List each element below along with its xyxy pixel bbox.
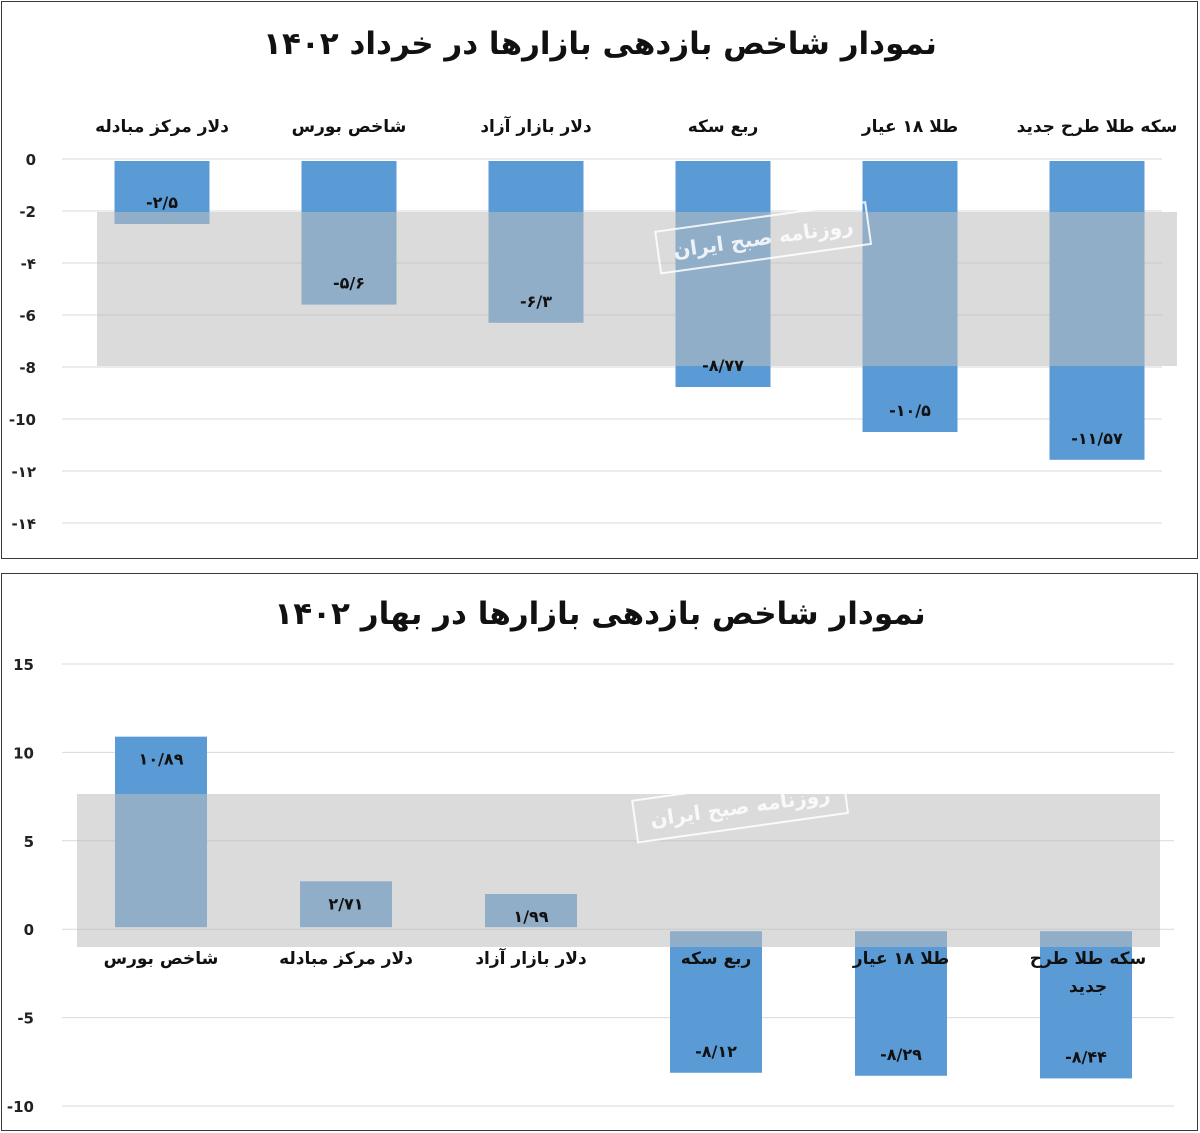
- y-tick-label: -5: [17, 1010, 34, 1028]
- data-label: -۶/۳: [520, 292, 552, 311]
- data-label: -۸/۲۹: [880, 1045, 922, 1064]
- y-tick-label: 5: [24, 833, 34, 851]
- category-label: طلا ۱۸ عیار: [861, 117, 958, 137]
- data-label: -۸/۴۴: [1065, 1047, 1107, 1066]
- chart-khordad: نمودار شاخص بازدهی بازارها در خرداد ۱۴۰۲…: [9, 26, 1178, 533]
- watermark-stamp-frame: [631, 770, 850, 844]
- category-label: دلار بازار آزاد: [480, 115, 592, 137]
- y-tick-label: 15: [13, 656, 34, 674]
- watermark-stamp-frame: [654, 201, 873, 275]
- category-label: سکه طلا طرح جدید: [1030, 949, 1147, 997]
- y-tick-label: -۱۲: [11, 463, 36, 481]
- data-label: -۵/۶: [333, 274, 365, 293]
- watermark-band: [97, 212, 1177, 366]
- data-label: ۲/۷۱: [328, 894, 363, 913]
- data-label: ۱۰/۸۹: [139, 750, 184, 769]
- bar: [1040, 931, 1132, 1079]
- y-tick-label: -10: [9, 411, 36, 429]
- data-label: -۸/۱۲: [695, 1042, 737, 1061]
- category-label: ربع سکه: [681, 949, 752, 969]
- bar: [670, 931, 762, 1073]
- y-tick-label: -۴: [21, 255, 36, 273]
- category-label: طلا ۱۸ عیار: [852, 949, 949, 969]
- y-tick-label: -10: [7, 1098, 34, 1116]
- y-tick-label: 10: [13, 744, 34, 762]
- data-label: -۱۱/۵۷: [1071, 429, 1123, 448]
- chart-panel-bahar: نمودار شاخص بازدهی بازارها در بهار ۱۴۰۲ 1…: [1, 573, 1198, 1131]
- category-label: دلار بازار آزاد: [475, 947, 587, 969]
- bar: [855, 931, 947, 1076]
- y-tick-label: 0: [24, 921, 34, 939]
- data-label: ۱/۹۹: [513, 907, 548, 926]
- chart-title: نمودار شاخص بازدهی بازارها در خرداد ۱۴۰۲: [263, 26, 937, 62]
- y-tick-label: -۱۴: [11, 515, 36, 533]
- category-label: دلار مرکز مبادله: [95, 117, 229, 137]
- data-label: -۱۰/۵: [889, 401, 931, 420]
- category-label: ربع سکه: [688, 117, 759, 137]
- watermark-band: [77, 794, 1160, 947]
- data-label: -۲/۵: [146, 193, 178, 212]
- y-tick-label: -2: [19, 203, 36, 221]
- y-tick-label: 0: [26, 151, 36, 169]
- category-label: شاخص بورس: [104, 949, 219, 969]
- chart-title: نمودار شاخص بازدهی بازارها در بهار ۱۴۰۲: [274, 596, 925, 632]
- category-label: شاخص بورس: [292, 117, 407, 137]
- y-tick-label: -8: [19, 359, 36, 377]
- data-label: -۸/۷۷: [702, 356, 744, 375]
- category-label: دلار مرکز مبادله: [279, 949, 413, 969]
- chart-panel-khordad: نمودار شاخص بازدهی بازارها در خرداد ۱۴۰۲…: [1, 1, 1198, 559]
- category-label: سکه طلا طرح جدید: [1017, 117, 1178, 137]
- chart-bahar: نمودار شاخص بازدهی بازارها در بهار ۱۴۰۲ 1…: [7, 596, 1174, 1116]
- y-tick-label: -6: [19, 307, 36, 325]
